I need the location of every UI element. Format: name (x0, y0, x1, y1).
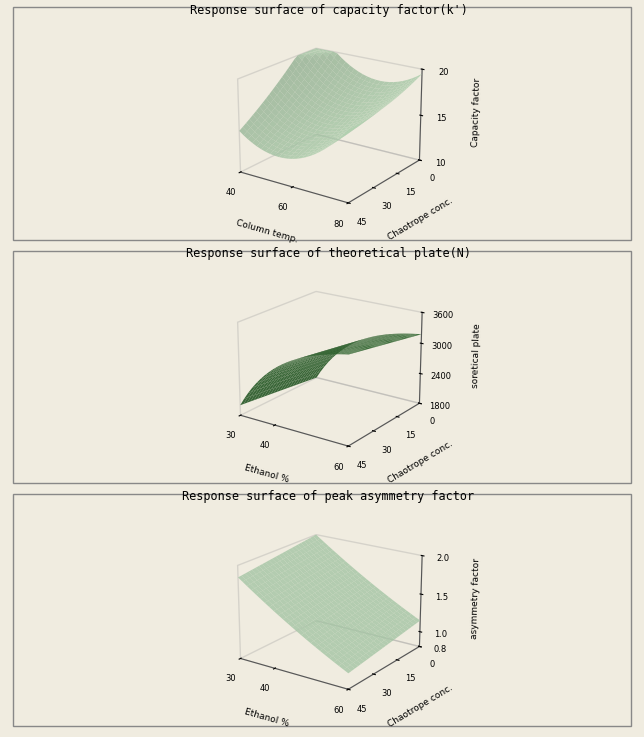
X-axis label: Column temp.: Column temp. (235, 218, 299, 244)
Y-axis label: Chaotrope conc.: Chaotrope conc. (387, 439, 455, 486)
Title: Response surface of capacity factor(k'): Response surface of capacity factor(k') (189, 4, 468, 17)
X-axis label: Ethanol %: Ethanol % (243, 464, 290, 485)
Y-axis label: Chaotrope conc.: Chaotrope conc. (387, 682, 455, 729)
Title: Response surface of peak asymmetry factor: Response surface of peak asymmetry facto… (182, 490, 475, 503)
X-axis label: Ethanol %: Ethanol % (243, 707, 290, 728)
Y-axis label: Chaotrope conc.: Chaotrope conc. (387, 196, 455, 242)
Title: Response surface of theoretical plate(N): Response surface of theoretical plate(N) (186, 247, 471, 260)
